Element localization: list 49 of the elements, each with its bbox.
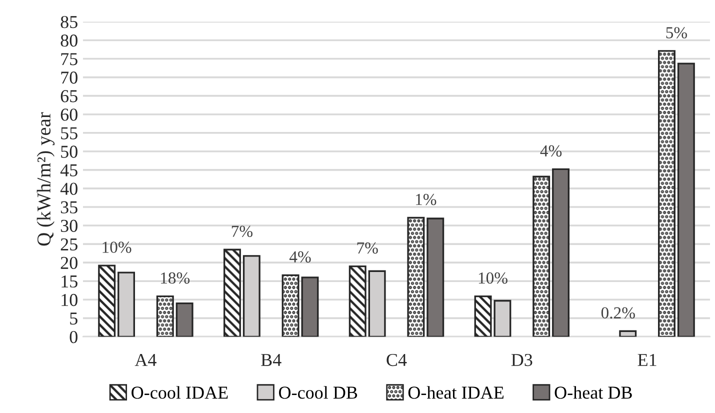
annotation: 7% [232, 226, 252, 238]
annotation: 18% [161, 272, 190, 284]
legend-label: O-heat IDAE [408, 386, 504, 399]
legend-label: O-cool IDAE [132, 386, 228, 399]
x-tick-label: D3 [511, 354, 532, 366]
y-tick-label: 25 [60, 238, 78, 250]
annotation: 0.2% [601, 307, 635, 319]
y-tick-label: 35 [60, 201, 78, 214]
bar [98, 264, 116, 337]
y-tick-label: 85 [60, 16, 78, 28]
annotation: 4% [540, 145, 562, 157]
y-tick-label: 65 [60, 90, 78, 102]
annotation: 5% [666, 27, 687, 38]
y-tick-label: 75 [61, 53, 78, 66]
y-tick-label: 45 [60, 164, 78, 176]
bar [426, 218, 444, 337]
bar [223, 248, 241, 337]
legend-label: O-heat DB [554, 386, 632, 399]
x-tick-label: A4 [134, 354, 156, 366]
x-tick-label: B4 [261, 354, 282, 366]
y-tick-label: 20 [60, 256, 78, 270]
annotation: 10% [102, 242, 132, 253]
y-tick-label: 50 [61, 146, 78, 158]
bar [407, 216, 425, 337]
x-tick-label: E1 [638, 354, 656, 366]
bar [176, 302, 194, 337]
annotation: 4% [289, 251, 311, 263]
y-tick-label: 70 [61, 72, 78, 84]
annotation: 1% [416, 194, 436, 206]
bar [677, 62, 695, 337]
bar [532, 176, 550, 337]
bar [348, 265, 366, 337]
annotation: 7% [357, 242, 378, 254]
bar [552, 168, 570, 337]
y-tick-label: 55 [61, 127, 78, 140]
y-tick-label: 40 [60, 182, 78, 195]
legend-label: O-cool DB [278, 386, 358, 399]
y-tick-label: 15 [62, 275, 78, 288]
bar [658, 50, 676, 337]
annotation: 10% [478, 272, 508, 284]
y-tick-label: 80 [60, 34, 78, 47]
y-tick-label: 60 [60, 108, 78, 121]
y-tick-label: 30 [60, 220, 78, 232]
x-tick-label: C4 [386, 354, 407, 366]
y-tick-label: 5 [70, 312, 78, 325]
bar [156, 295, 174, 337]
y-axis-title: Q (kWh/m²) year [36, 112, 55, 246]
y-tick-label: 0 [70, 330, 78, 344]
y-tick-label: 10 [62, 294, 78, 306]
